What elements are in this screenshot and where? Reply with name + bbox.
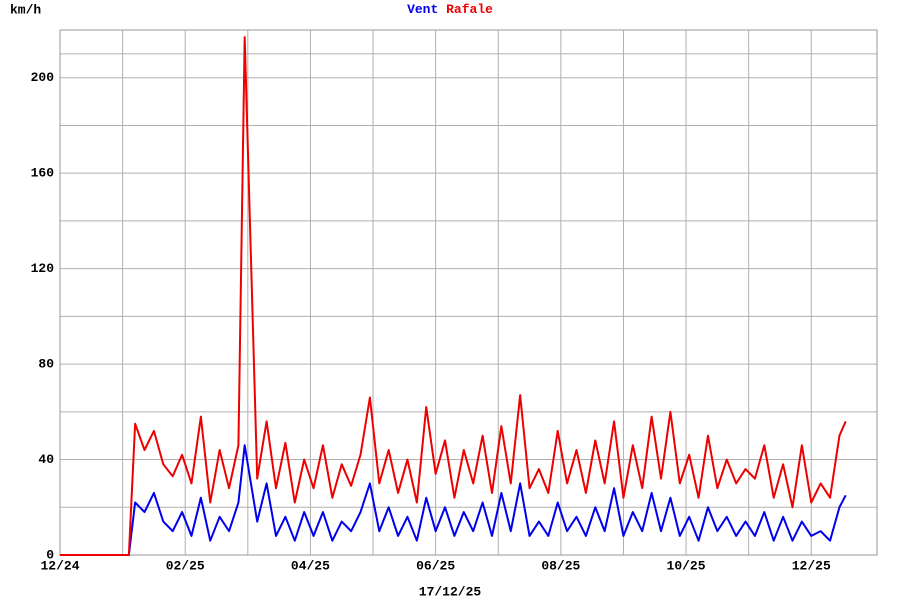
x-tick-label: 12/24 bbox=[40, 558, 79, 573]
y-tick-label: 200 bbox=[31, 70, 55, 85]
legend-gap bbox=[438, 2, 446, 17]
legend-entry: Vent bbox=[407, 2, 438, 17]
x-tick-label: 10/25 bbox=[667, 558, 706, 573]
plot-frame bbox=[59, 29, 878, 556]
y-tick-label: 0 bbox=[46, 547, 54, 562]
x-tick-label: 02/25 bbox=[166, 558, 205, 573]
legend: Vent Rafale bbox=[407, 2, 493, 17]
series-line bbox=[60, 36, 847, 556]
y-tick-label: 160 bbox=[31, 166, 55, 181]
x-tick-label: 04/25 bbox=[291, 558, 330, 573]
y-tick-label: 120 bbox=[31, 261, 55, 276]
x-tick-label: 08/25 bbox=[541, 558, 580, 573]
y-tick-label: 40 bbox=[38, 452, 54, 467]
legend-entry: Rafale bbox=[446, 2, 493, 17]
x-tick-label: 12/25 bbox=[792, 558, 831, 573]
series-line bbox=[60, 444, 847, 556]
y-axis-label: km/h bbox=[10, 2, 41, 17]
y-tick-label: 80 bbox=[38, 357, 54, 372]
date-label: 17/12/25 bbox=[419, 584, 482, 599]
x-tick-label: 06/25 bbox=[416, 558, 455, 573]
